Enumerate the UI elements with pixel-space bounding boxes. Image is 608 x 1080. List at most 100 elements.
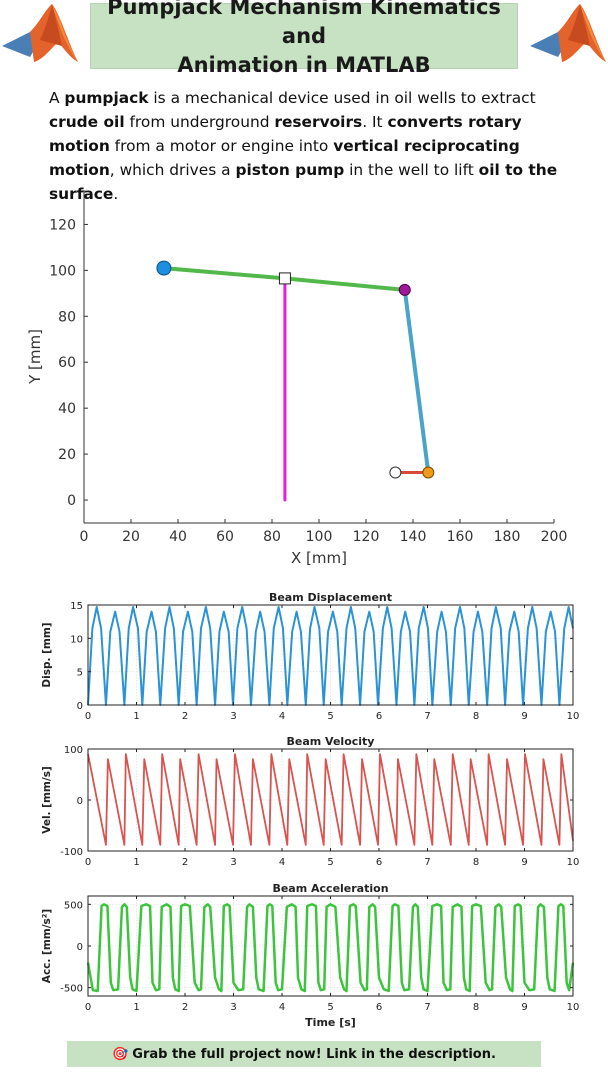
horsehead-joint [156,260,172,276]
intro-bold: vertical reciprocating motion [49,137,520,179]
x-tick-label: 4 [279,857,285,868]
x-tick-label: 140 [400,529,427,545]
x-tick-label: 6 [376,711,382,722]
x-tick-label: 1 [133,1002,139,1013]
x-tick-label: 1 [133,857,139,868]
x-tick-label: 2 [182,857,188,868]
y-tick-label: -100 [60,847,83,858]
x-axis-label: X [mm] [291,549,347,567]
y-tick-label: 40 [58,401,76,417]
x-tick-label: 7 [424,857,430,868]
data-line-2 [86,903,575,993]
y-tick-label: 60 [58,355,76,371]
mechanism-plot: 0 20 40 60 80 100 120 140 160 180 200 0 20 40 60 80 100 1… [26,190,568,567]
intro-bold: piston pump [235,161,345,179]
x-tick-label: 6 [376,857,382,868]
x-tick-label: 120 [353,529,380,545]
y-tick-label: 120 [49,217,76,233]
plot-title: Beam Acceleration [272,882,388,895]
x-tick-label: 10 [567,711,580,722]
y-axis-label: Y [mm] [26,329,44,385]
x-tick-label: 3 [230,857,236,868]
y-tick-label: -500 [60,984,83,995]
y-tick-label: 100 [64,745,83,756]
matlab-logo-left-icon [2,4,78,62]
y-tick-label: 15 [70,601,83,612]
crank-center-joint [389,466,402,479]
x-tick-label: 0 [85,711,91,722]
x-tick-label: 20 [122,529,140,545]
intro-paragraph: A pumpjack is a mechanical device used i… [49,86,569,206]
page-title: Pumpjack Mechanism Kinematics and Animat… [91,0,517,80]
x-tick-label: 0 [80,529,89,545]
x-tick-label: 9 [521,711,527,722]
x-tick-label: 200 [541,529,568,545]
intro-bold: oil to the surface [49,161,558,203]
intro-text: , which drives a [109,161,236,179]
x-tick-label: 4 [279,711,285,722]
x-tick-label: 8 [473,1002,479,1013]
x-tick-label: 40 [169,529,187,545]
intro-text: A [49,89,65,107]
x-tick-label: 5 [327,1002,333,1013]
intro-bold: crude oil [49,113,125,131]
y-axis-label: Disp. [mm] [41,622,53,687]
x-axis-label: Time [s] [305,1016,356,1029]
x-tick-label: 0 [85,1002,91,1013]
x-tick-label: 8 [473,857,479,868]
plot-title: Beam Velocity [287,735,375,748]
y-tick-label: 0 [77,796,83,807]
x-tick-label: 7 [424,711,430,722]
x-tick-label: 9 [521,857,527,868]
title-line-2: Animation in MATLAB [177,52,431,77]
footer-banner: 🎯 Grab the full project now! Link in the… [67,1041,541,1067]
x-tick-label: 10 [567,1002,580,1013]
x-tick-label: 7 [424,1002,430,1013]
y-axis-label: Acc. [mm/s²] [41,909,53,983]
crank-pin-joint [422,466,435,479]
x-tick-label: 8 [473,711,479,722]
intro-text: . It [362,113,388,131]
y-tick-label: 100 [49,263,76,279]
y-tick-label: 0 [67,493,76,509]
y-tick-label: 0 [77,942,83,953]
plot-title: Beam Displacement [269,591,392,604]
beam-pitman-joint [398,283,411,296]
data-line-0 [87,606,574,706]
x-tick-label: 180 [494,529,521,545]
intro-text: . [113,185,119,203]
matlab-logo-right-icon [530,4,606,62]
x-tick-label: 100 [306,529,333,545]
y-tick-label: 10 [70,634,83,645]
y-tick-label: 5 [77,668,83,679]
x-tick-label: 1 [133,711,139,722]
x-tick-label: 80 [263,529,281,545]
x-tick-label: 5 [327,857,333,868]
pitman-arm-line [402,287,431,475]
data-line-1 [87,753,574,846]
y-tick-label: 0 [77,701,83,712]
samson-post-pivot [278,272,291,285]
intro-text: from a motor or engine into [109,137,334,155]
x-tick-label: 6 [376,1002,382,1013]
x-tick-label: 4 [279,1002,285,1013]
x-tick-label: 3 [230,1002,236,1013]
y-tick-label: 20 [58,447,76,463]
intro-bold: pumpjack [64,89,149,107]
intro-bold: reservoirs [274,113,363,131]
intro-bold: converts rotary motion [49,113,522,155]
title-banner: Pumpjack Mechanism Kinematics and Animat… [90,0,518,77]
x-tick-label: 60 [216,529,234,545]
intro-text: is a mechanical device used in oil wells… [148,89,536,107]
x-tick-label: 160 [447,529,474,545]
intro-text: from underground [124,113,275,131]
x-tick-label: 2 [182,1002,188,1013]
x-tick-label: 3 [230,711,236,722]
target-icon: 🎯 [112,1046,129,1062]
x-tick-label: 9 [521,1002,527,1013]
footer-text: Grab the full project now! Link in the d… [132,1046,496,1062]
x-tick-label: 0 [85,857,91,868]
x-tick-label: 5 [327,711,333,722]
x-tick-label: 10 [567,857,580,868]
